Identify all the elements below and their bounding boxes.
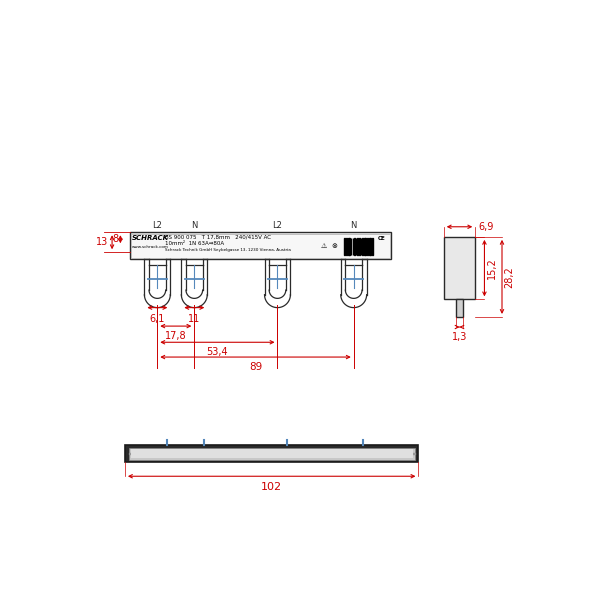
Bar — [364, 238, 365, 256]
Text: L2: L2 — [272, 221, 283, 230]
Bar — [444, 237, 475, 299]
Bar — [349, 238, 350, 256]
Bar — [129, 452, 415, 454]
Bar — [131, 449, 413, 458]
Text: www.schrack.com: www.schrack.com — [132, 245, 169, 249]
Bar — [347, 238, 349, 256]
Bar — [130, 232, 391, 259]
Text: 10mm²  1N 63A⇒80A: 10mm² 1N 63A⇒80A — [165, 241, 224, 246]
Bar — [344, 238, 346, 256]
Bar — [354, 238, 355, 256]
Bar — [359, 238, 360, 256]
Text: 6,9: 6,9 — [478, 222, 494, 232]
Text: L2: L2 — [152, 221, 162, 230]
Text: ⊗: ⊗ — [331, 243, 337, 249]
Text: N: N — [191, 221, 197, 230]
Bar — [369, 238, 370, 256]
Text: BS 900 075   T 17,8mm   240/415V AC: BS 900 075 T 17,8mm 240/415V AC — [165, 235, 271, 239]
Text: 53,4: 53,4 — [206, 347, 228, 357]
Text: 8: 8 — [112, 234, 118, 244]
Bar — [457, 299, 463, 317]
Text: N: N — [350, 221, 357, 230]
Text: 17,8: 17,8 — [165, 331, 187, 341]
Bar — [367, 238, 368, 256]
Text: SCHRACK: SCHRACK — [132, 235, 169, 241]
Text: 15,2: 15,2 — [487, 257, 497, 279]
Text: 1,3: 1,3 — [452, 332, 467, 341]
Text: 11: 11 — [188, 314, 200, 323]
Text: ⚠: ⚠ — [320, 243, 327, 249]
Bar — [372, 238, 373, 256]
Bar — [125, 445, 418, 463]
Text: 102: 102 — [261, 482, 282, 492]
Text: CE: CE — [377, 236, 385, 241]
Bar — [131, 233, 390, 258]
Text: 6,1: 6,1 — [149, 314, 165, 323]
Text: 89: 89 — [249, 362, 262, 371]
Bar — [362, 238, 363, 256]
Bar — [129, 448, 415, 460]
Text: 28,2: 28,2 — [505, 266, 514, 288]
Text: 13: 13 — [96, 237, 109, 247]
Text: Schrack Technik GmbH Seybelgasse 13, 1230 Vienna, Austria: Schrack Technik GmbH Seybelgasse 13, 123… — [165, 248, 291, 251]
